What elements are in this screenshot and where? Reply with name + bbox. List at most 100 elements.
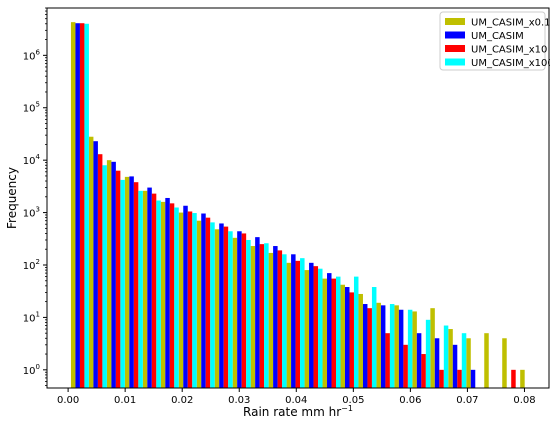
x-tick-label: 0.07 xyxy=(456,395,478,406)
legend-swatch xyxy=(445,45,465,52)
bar xyxy=(421,354,426,388)
legend-swatch xyxy=(445,31,465,39)
bar xyxy=(246,239,251,388)
x-tick-label: 0.05 xyxy=(342,395,364,406)
bar xyxy=(264,243,269,388)
y-tick-label: 105 xyxy=(23,101,40,115)
x-axis-title-text: Rain rate mm hr xyxy=(243,405,341,419)
bar xyxy=(309,262,314,388)
bar xyxy=(327,273,332,388)
bar xyxy=(349,292,354,388)
series-UM_CASIM_x0.1 xyxy=(70,22,525,388)
bar xyxy=(461,333,467,388)
y-tick-label: 101 xyxy=(23,310,40,324)
y-axis-title: Frequency xyxy=(5,167,19,229)
legend-label: UM_CASIM xyxy=(471,31,524,42)
x-axis-title-superscript: −1 xyxy=(341,404,353,413)
bar xyxy=(273,246,278,388)
bar xyxy=(169,203,175,388)
legend-swatch xyxy=(445,18,465,25)
bar xyxy=(394,305,399,388)
bar xyxy=(443,325,449,388)
x-tick-label: 0.04 xyxy=(285,395,307,406)
bar xyxy=(367,308,372,388)
bar xyxy=(434,338,440,388)
bar xyxy=(187,211,193,388)
bar xyxy=(448,329,453,388)
plot-frame xyxy=(46,7,550,389)
bar xyxy=(138,190,143,388)
legend-label: UM_CASIM_x100 xyxy=(471,58,550,69)
x-tick-label: 0.01 xyxy=(114,395,136,406)
y-tick-label: 106 xyxy=(23,48,41,62)
bars-layer xyxy=(70,22,525,389)
x-tick-label: 0.00 xyxy=(57,395,79,406)
bar xyxy=(466,338,471,388)
bar xyxy=(70,22,76,388)
bar xyxy=(79,23,85,388)
bar xyxy=(331,278,337,388)
bar xyxy=(380,305,386,388)
bar xyxy=(511,369,516,388)
bar xyxy=(160,201,166,388)
bar xyxy=(201,213,206,388)
bar xyxy=(115,170,121,388)
bar xyxy=(165,197,170,388)
legend: UM_CASIM_x0.1 UM_CASIM UM_CASIM_x10 UM_CASI… xyxy=(439,11,550,71)
bar xyxy=(457,369,462,388)
bar xyxy=(241,233,247,388)
legend-item: UM_CASIM_x0.1 xyxy=(445,18,550,29)
bar xyxy=(205,217,211,388)
series-UM_CASIM xyxy=(75,23,476,388)
legend-label: UM_CASIM_x10 xyxy=(471,45,547,56)
bar xyxy=(286,262,292,388)
y-tick-label: 103 xyxy=(23,206,40,220)
bar xyxy=(439,369,444,388)
bar xyxy=(210,222,215,388)
bar xyxy=(237,231,242,388)
bar xyxy=(353,276,359,388)
bar xyxy=(416,333,422,388)
bar xyxy=(192,213,197,388)
series-UM_CASIM_x10 xyxy=(79,23,516,388)
y-tick-label: 104 xyxy=(23,153,41,167)
y-axis-ticks: 100 101 102 103 104 105 106 xyxy=(23,7,47,387)
bar xyxy=(88,136,94,388)
bar xyxy=(484,333,489,388)
bar xyxy=(259,244,265,388)
bar xyxy=(151,193,157,388)
bar xyxy=(183,205,188,388)
bar xyxy=(376,302,381,388)
legend-label: UM_CASIM_x0.1 xyxy=(471,18,550,29)
bar xyxy=(318,268,323,388)
y-tick-label: 102 xyxy=(23,258,40,272)
bar xyxy=(358,293,363,388)
bar xyxy=(75,23,80,388)
bar xyxy=(250,246,256,388)
bar xyxy=(412,311,417,388)
bar xyxy=(219,223,224,388)
bar xyxy=(291,254,296,388)
bar xyxy=(106,160,112,388)
bar xyxy=(142,190,148,388)
bar xyxy=(295,260,301,388)
bar xyxy=(389,304,395,388)
legend-swatch xyxy=(445,58,465,66)
x-tick-label: 0.02 xyxy=(171,395,193,406)
bar xyxy=(407,309,413,388)
bar xyxy=(228,231,233,388)
x-axis-ticks: 0.00 0.01 0.02 0.03 0.04 0.05 0.06 0.07 0.08 xyxy=(57,388,536,406)
series-UM_CASIM_x100 xyxy=(84,23,467,389)
bar xyxy=(223,226,229,388)
bar xyxy=(255,237,260,388)
legend-item: UM_CASIM_x100 xyxy=(445,58,550,69)
legend-item: UM_CASIM xyxy=(445,31,524,42)
bar xyxy=(403,344,408,388)
bar xyxy=(340,284,345,388)
bar xyxy=(129,176,134,388)
bar xyxy=(147,187,152,388)
bar xyxy=(97,154,103,388)
bar xyxy=(313,266,319,388)
